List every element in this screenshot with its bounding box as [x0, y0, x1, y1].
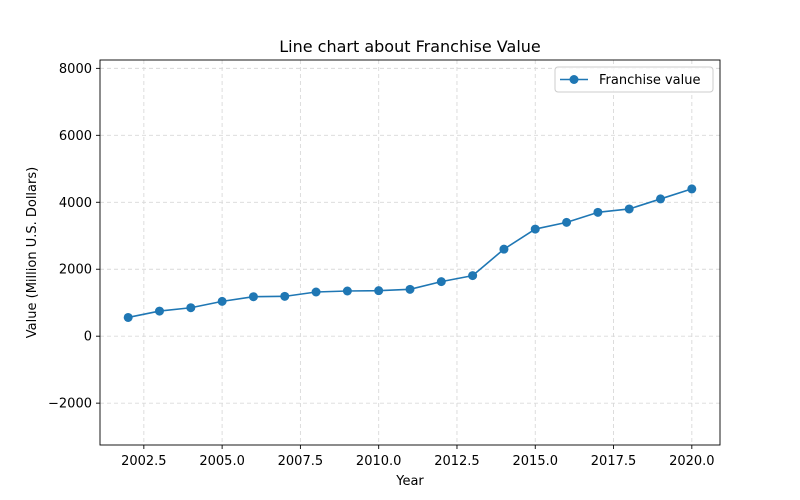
data-point	[499, 244, 509, 254]
legend-series-marker	[569, 75, 579, 84]
data-point	[656, 194, 666, 204]
data-point	[123, 312, 133, 322]
data-point	[248, 292, 258, 302]
data-point	[436, 277, 446, 287]
chart-title: Line chart about Franchise Value	[279, 37, 541, 56]
data-point	[468, 271, 478, 281]
x-tick-label: 2017.5	[591, 454, 637, 469]
plot-frame	[99, 59, 721, 446]
x-tick-label: 2015.0	[513, 454, 559, 469]
legend-box	[554, 66, 714, 93]
legend-series-label: Franchise value	[599, 73, 701, 88]
data-point	[405, 284, 415, 294]
y-axis-title: Value (Million U.S. Dollars)	[25, 167, 40, 338]
data-point	[217, 296, 227, 306]
x-tick-label: 2012.5	[434, 454, 480, 469]
y-tick-label: −2000	[48, 397, 92, 412]
grid	[100, 60, 720, 445]
x-tick-label: 2020.0	[669, 454, 715, 469]
data-point	[593, 207, 603, 217]
data-point	[687, 184, 697, 194]
data-point	[562, 217, 572, 227]
y-tick-label: 4000	[59, 196, 92, 211]
y-tick-label: 8000	[59, 62, 92, 77]
legend: Franchise value	[554, 66, 714, 93]
y-tick-label: 0	[84, 330, 92, 345]
x-tick-label: 2007.5	[278, 454, 324, 469]
data-point	[530, 224, 540, 234]
x-axis-title: Year	[395, 474, 424, 489]
axis-ticks: 2002.5 2005.0 2007.5 2010.0 2012.5 2015.0 2017…	[48, 62, 715, 469]
x-tick-label: 2010.0	[356, 454, 402, 469]
data-point	[624, 204, 634, 214]
y-tick-label: 2000	[59, 263, 92, 278]
x-tick-label: 2005.0	[199, 454, 245, 469]
data-point	[374, 286, 384, 296]
x-tick-label: 2002.5	[121, 454, 167, 469]
data-point	[342, 286, 352, 296]
y-tick-label: 6000	[59, 129, 92, 144]
series-layer	[123, 184, 697, 322]
data-point	[186, 303, 196, 313]
data-point	[154, 306, 164, 316]
data-point	[311, 287, 321, 297]
data-point	[280, 291, 290, 301]
